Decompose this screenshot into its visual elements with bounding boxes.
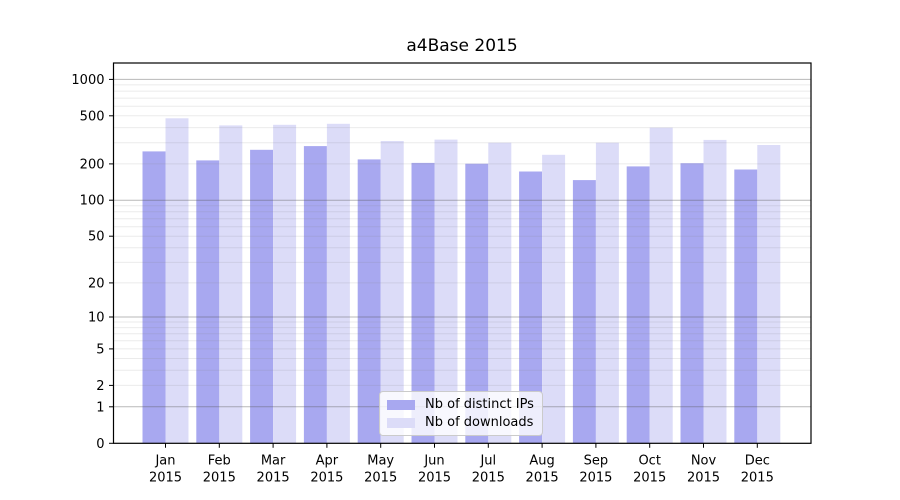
- legend-label-distinct-ips: Nb of distinct IPs: [425, 397, 534, 412]
- bar-ips-dec: [734, 169, 758, 444]
- bar-downloads-feb: [219, 125, 243, 444]
- x-tick-label-year: 2015: [310, 470, 343, 485]
- x-tick-label-month: Feb: [208, 453, 231, 468]
- y-tick-label: 0: [96, 437, 104, 452]
- y-tick-label: 20: [88, 276, 105, 291]
- x-tick-label-month: Jul: [479, 453, 496, 468]
- legend-item-distinct-ips: Nb of distinct IPs: [387, 397, 535, 412]
- bar-downloads-jan: [165, 118, 189, 444]
- x-tick-label-year: 2015: [633, 470, 666, 485]
- x-tick-label-year: 2015: [526, 470, 559, 485]
- x-tick-label-year: 2015: [364, 470, 397, 485]
- bar-ips-may: [357, 159, 381, 444]
- bar-downloads-sep: [595, 142, 619, 444]
- bar-downloads-jun: [434, 139, 458, 444]
- bar-downloads-nov: [703, 139, 727, 444]
- bar-ips-jul: [465, 163, 489, 444]
- y-tick-label: 5: [96, 342, 104, 357]
- bar-ips-jun: [411, 162, 435, 444]
- bar-downloads-aug: [542, 154, 566, 444]
- bar-ips-sep: [572, 180, 596, 444]
- x-tick-label-year: 2015: [149, 470, 182, 485]
- y-tick-label: 10: [88, 311, 105, 326]
- x-tick-label-month: Jan: [154, 453, 175, 468]
- x-tick-label-month: Mar: [261, 453, 286, 468]
- x-tick-label-year: 2015: [257, 470, 290, 485]
- x-tick-label-year: 2015: [579, 470, 612, 485]
- legend-label-downloads: Nb of downloads: [425, 415, 534, 430]
- x-tick-label-month: Aug: [529, 453, 554, 468]
- bar-downloads-dec: [757, 145, 781, 444]
- bar-downloads-may: [380, 141, 404, 444]
- y-tick-label: 2: [96, 379, 104, 394]
- bar-ips-oct: [626, 166, 650, 444]
- y-tick-label: 1: [96, 400, 104, 415]
- bar-downloads-mar: [273, 124, 297, 444]
- y-tick-label: 50: [88, 230, 105, 245]
- bar-downloads-apr: [326, 123, 350, 444]
- chart-title: a4Base 2015: [406, 36, 518, 56]
- bar-ips-nov: [680, 163, 704, 444]
- bar-ips-apr: [303, 146, 327, 444]
- bar-downloads-oct: [649, 127, 673, 444]
- legend-item-downloads: Nb of downloads: [387, 415, 535, 430]
- bar-ips-feb: [196, 160, 220, 444]
- x-tick-label-month: Nov: [691, 453, 717, 468]
- x-tick-label-year: 2015: [741, 470, 774, 485]
- y-tick-label: 100: [80, 194, 105, 209]
- x-tick-label-year: 2015: [687, 470, 720, 485]
- x-tick-label-year: 2015: [203, 470, 236, 485]
- x-tick-label-month: Jun: [423, 453, 444, 468]
- y-tick-label: 1000: [71, 73, 104, 88]
- bar-ips-mar: [250, 149, 274, 444]
- y-tick-label: 200: [80, 157, 105, 172]
- x-tick-label-month: Apr: [316, 453, 339, 468]
- x-tick-label-month: Dec: [745, 453, 770, 468]
- y-tick-label: 500: [80, 109, 105, 124]
- x-tick-label-year: 2015: [472, 470, 505, 485]
- bar-downloads-jul: [488, 142, 512, 444]
- x-tick-label-year: 2015: [418, 470, 451, 485]
- plot-border: [112, 62, 812, 444]
- x-tick-label-month: Sep: [584, 453, 609, 468]
- bar-ips-aug: [519, 171, 543, 444]
- legend-swatch-distinct-ips: [387, 399, 415, 410]
- legend: Nb of distinct IPs Nb of downloads: [379, 391, 543, 436]
- bar-ips-jan: [142, 151, 166, 444]
- x-tick-label-month: Oct: [638, 453, 660, 468]
- x-tick-label-month: May: [367, 453, 394, 468]
- legend-swatch-downloads: [387, 417, 415, 428]
